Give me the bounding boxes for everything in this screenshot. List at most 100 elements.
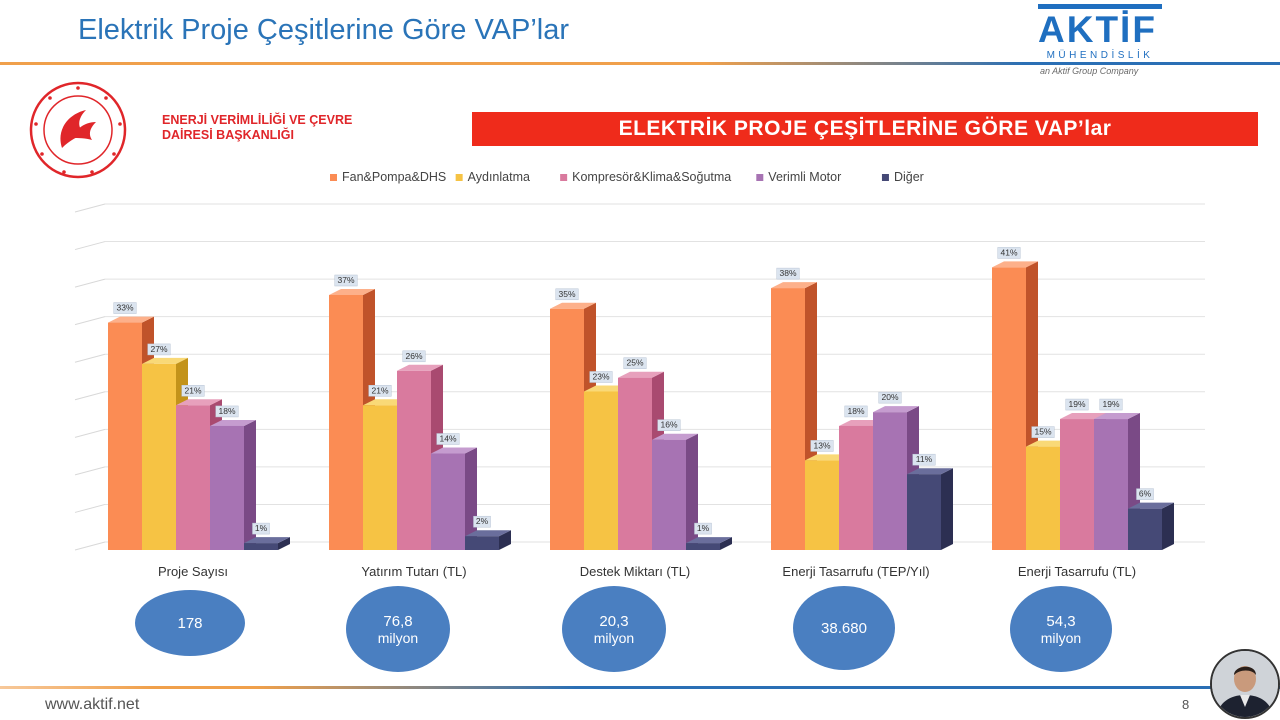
legend-swatch — [756, 174, 764, 181]
bar — [652, 439, 686, 550]
bar-top — [618, 371, 664, 378]
bar — [618, 377, 652, 550]
bar — [1094, 419, 1128, 550]
department-line-2: DAİRESİ BAŞKANLIĞI — [162, 128, 294, 142]
total-text: 38.680 — [821, 620, 867, 637]
bar — [1026, 446, 1060, 550]
bar-top — [873, 406, 919, 413]
data-label-box — [215, 405, 239, 418]
data-label-box — [878, 391, 902, 404]
data-label: 26% — [405, 351, 422, 361]
bar-side — [941, 468, 953, 550]
bar-top — [142, 357, 188, 364]
data-label-box — [252, 522, 270, 535]
data-label-box — [473, 515, 491, 528]
data-label: 33% — [116, 303, 133, 313]
data-label-box — [810, 440, 834, 452]
data-label-box — [436, 433, 460, 445]
data-label: 2% — [476, 516, 489, 526]
total-circle: 178 — [135, 590, 245, 656]
data-label: 20% — [881, 392, 898, 402]
bar — [244, 543, 278, 550]
chart-banner: ELEKTRİK PROJE ÇEŞİTLERİNE GÖRE VAP’lar — [472, 112, 1258, 146]
gridline — [74, 278, 106, 288]
bar — [397, 370, 431, 550]
presenter-avatar-icon — [1212, 651, 1278, 717]
total-text: 178 — [177, 615, 202, 632]
page-number: 8 — [1182, 697, 1190, 712]
aktif-logo: AKTİF MÜHENDİSLİK — [1038, 4, 1162, 62]
total-text: 76,8 milyon — [378, 613, 418, 646]
category-label: Proje Sayısı — [158, 564, 228, 579]
data-label-box — [181, 385, 205, 397]
legend-label: Fan&Pompa&DHS — [342, 170, 446, 184]
bar-top — [210, 419, 256, 426]
total-unit: milyon — [1040, 629, 1082, 646]
bar-top — [907, 468, 953, 475]
total-unit: milyon — [377, 629, 419, 646]
bar-top — [329, 289, 375, 295]
bar — [992, 267, 1026, 550]
data-label-box — [113, 302, 137, 314]
bar — [142, 363, 176, 550]
top-divider — [0, 62, 1280, 65]
bar-top — [992, 261, 1038, 268]
bar — [363, 405, 397, 550]
bar — [431, 453, 465, 550]
total-text: 20,3 milyon — [594, 613, 634, 646]
bar — [1128, 508, 1162, 550]
ministry-seal-icon — [29, 81, 127, 179]
data-label-box — [1031, 426, 1055, 438]
bar-top — [652, 433, 698, 440]
data-label: 13% — [813, 440, 830, 450]
legend-label: Verimli Motor — [768, 170, 841, 184]
bar — [873, 412, 907, 550]
bar — [465, 536, 499, 550]
gridline — [74, 428, 106, 438]
brand-group: an Aktif Group Company — [1040, 66, 1139, 76]
data-label-box — [334, 274, 358, 287]
data-label: 15% — [1034, 427, 1051, 437]
total-circle: 76,8 milyon — [346, 586, 450, 672]
bar-top — [1060, 413, 1106, 420]
bar-side — [1162, 502, 1174, 550]
category-label: Enerji Tasarrufu (TL) — [1018, 564, 1136, 579]
data-label-box — [912, 453, 936, 466]
data-label-box — [844, 405, 868, 418]
bar-top — [686, 537, 732, 544]
bar-side — [720, 537, 732, 550]
data-label: 27% — [150, 344, 167, 354]
legend-swatch — [560, 174, 568, 181]
bottom-divider — [0, 686, 1280, 689]
data-label: 23% — [592, 371, 609, 381]
data-label: 25% — [626, 358, 643, 368]
bar — [329, 295, 363, 550]
data-label-box — [1065, 398, 1089, 411]
data-label-box — [589, 371, 613, 383]
legend-swatch — [455, 174, 463, 181]
bar-top — [244, 537, 290, 544]
bar — [686, 543, 720, 550]
footer-url: www.aktif.net — [45, 696, 140, 713]
bar — [584, 391, 618, 550]
gridline — [74, 241, 106, 251]
data-label: 6% — [1139, 489, 1152, 499]
bar-top — [431, 447, 477, 454]
gridline — [74, 316, 106, 326]
total-value: 178 — [177, 614, 203, 632]
slide-title: Elektrik Proje Çeşitlerine Göre VAP’lar — [78, 14, 570, 46]
gridline — [74, 203, 106, 213]
bar-top — [550, 302, 596, 309]
bar-side — [244, 419, 256, 550]
bar-top — [176, 399, 222, 406]
data-label: 21% — [371, 385, 388, 395]
data-label: 18% — [847, 406, 864, 416]
gridline — [74, 466, 106, 476]
total-value: 76,8 — [383, 612, 413, 630]
total-circle: 38.680 — [793, 586, 895, 670]
legend-label: Diğer — [894, 170, 924, 184]
category-label: Enerji Tasarrufu (TEP/Yıl) — [782, 564, 929, 579]
bar-top — [1128, 502, 1174, 509]
department-line-1: ENERJİ VERİMLİLİĞİ VE ÇEVRE — [162, 113, 353, 127]
total-circle: 54,3 milyon — [1010, 586, 1112, 672]
